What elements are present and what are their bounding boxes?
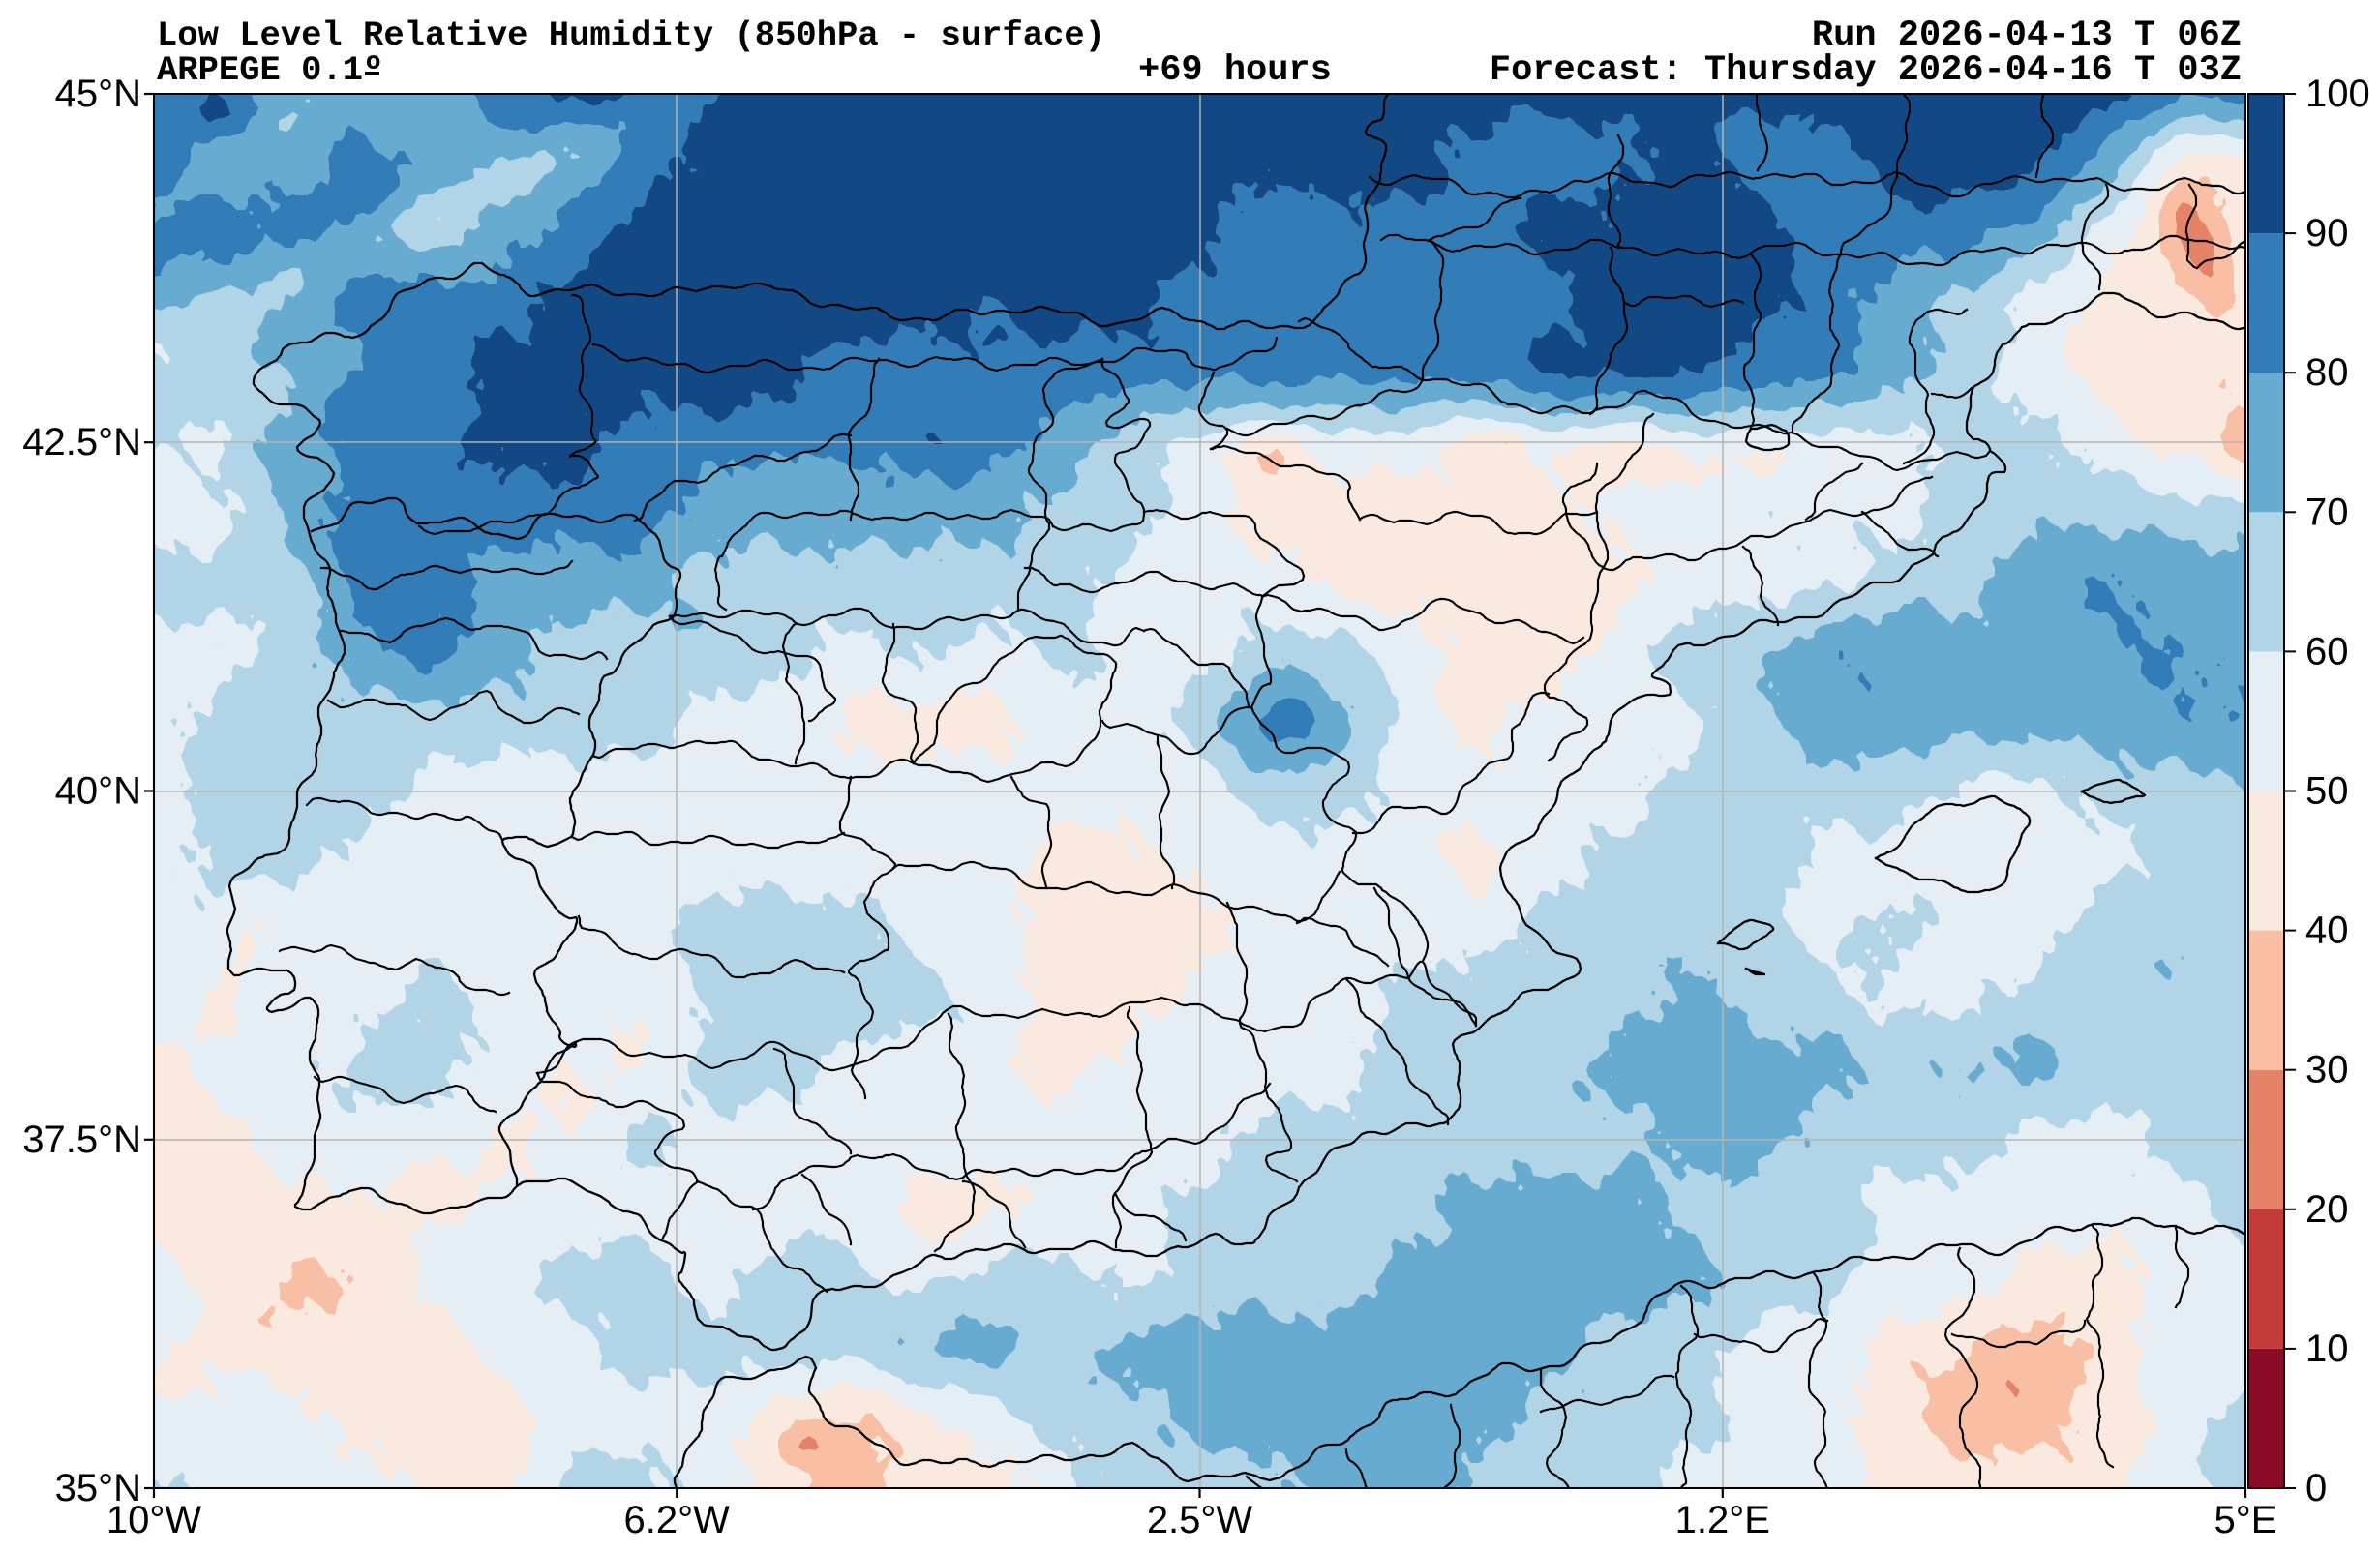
svg-text:+69 hours: +69 hours: [1138, 50, 1332, 91]
svg-text:80: 80: [2305, 351, 2349, 394]
svg-text:100: 100: [2305, 73, 2370, 115]
svg-text:40°N: 40°N: [55, 770, 141, 813]
svg-text:90: 90: [2305, 212, 2349, 254]
svg-text:45°N: 45°N: [55, 73, 141, 115]
svg-text:6.2°W: 6.2°W: [624, 1499, 731, 1541]
svg-text:5°E: 5°E: [2214, 1499, 2277, 1541]
svg-text:ARPEGE 0.1º: ARPEGE 0.1º: [157, 50, 383, 90]
svg-text:70: 70: [2305, 491, 2349, 533]
svg-text:42.5°N: 42.5°N: [22, 421, 141, 463]
svg-text:0: 0: [2305, 1467, 2327, 1509]
svg-text:50: 50: [2305, 770, 2349, 813]
svg-text:Low Level Relative Humidity (8: Low Level Relative Humidity (850hPa - su…: [157, 15, 1105, 55]
svg-text:40: 40: [2305, 910, 2349, 952]
svg-text:60: 60: [2305, 630, 2349, 672]
svg-text:Run 2026-04-13 T 06Z: Run 2026-04-13 T 06Z: [1812, 15, 2242, 56]
svg-text:10°W: 10°W: [106, 1499, 201, 1541]
svg-text:20: 20: [2305, 1188, 2349, 1231]
svg-text:30: 30: [2305, 1049, 2349, 1091]
svg-text:37.5°N: 37.5°N: [22, 1119, 141, 1161]
svg-text:35°N: 35°N: [55, 1467, 141, 1509]
svg-text:10: 10: [2305, 1328, 2349, 1370]
svg-text:1.2°E: 1.2°E: [1675, 1499, 1770, 1541]
svg-text:Forecast: Thursday 2026-04-16: Forecast: Thursday 2026-04-16 T 03Z: [1490, 50, 2242, 91]
svg-text:2.5°W: 2.5°W: [1147, 1499, 1253, 1541]
